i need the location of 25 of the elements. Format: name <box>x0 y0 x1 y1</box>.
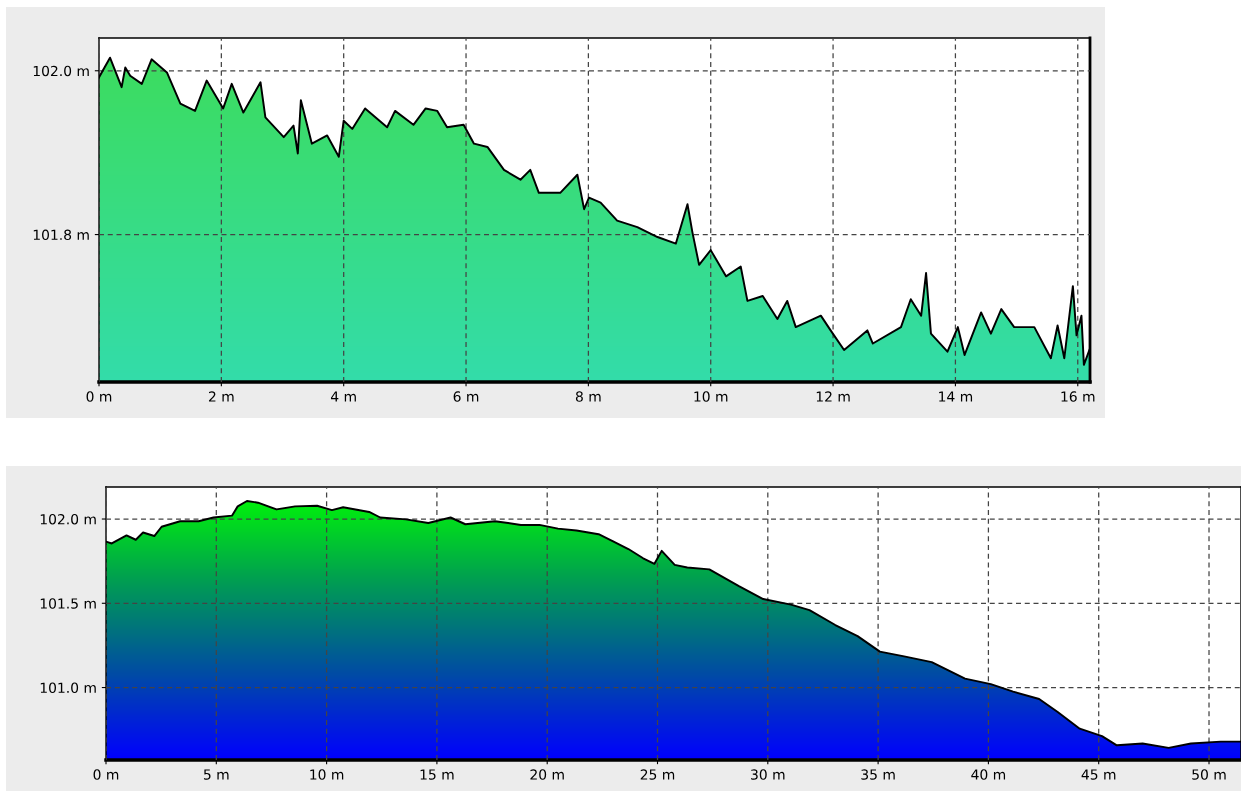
x-tick-label: 10 m <box>310 769 344 780</box>
x-tick-label: 45 m <box>1081 769 1116 780</box>
x-tick-label: 25 m <box>640 769 675 780</box>
x-tick-label: 2 m <box>208 391 234 402</box>
x-tick-label: 35 m <box>861 769 895 780</box>
x-tick-label: 15 m <box>420 769 454 780</box>
x-tick-label: 6 m <box>453 391 479 402</box>
x-tick-label: 4 m <box>330 391 356 402</box>
y-tick-label: 102.0 m <box>40 513 96 525</box>
y-tick-label: 101.0 m <box>40 682 96 694</box>
x-tick-label: 5 m <box>203 769 229 780</box>
y-tick-label: 102.0 m <box>33 65 89 77</box>
x-tick-label: 50 m <box>1192 769 1226 780</box>
y-tick-label: 101.8 m <box>33 229 89 241</box>
x-tick-label: 0 m <box>86 391 112 402</box>
x-tick-label: 20 m <box>530 769 564 780</box>
y-tick-label: 101.5 m <box>40 598 96 609</box>
x-tick-label: 8 m <box>575 391 601 402</box>
x-tick-label: 0 m <box>93 769 119 780</box>
x-tick-label: 30 m <box>751 769 785 780</box>
x-tick-label: 16 m <box>1061 391 1095 402</box>
x-tick-label: 10 m <box>694 391 728 402</box>
x-tick-label: 14 m <box>939 391 973 402</box>
x-tick-label: 12 m <box>816 391 850 402</box>
x-tick-label: 40 m <box>971 769 1006 780</box>
